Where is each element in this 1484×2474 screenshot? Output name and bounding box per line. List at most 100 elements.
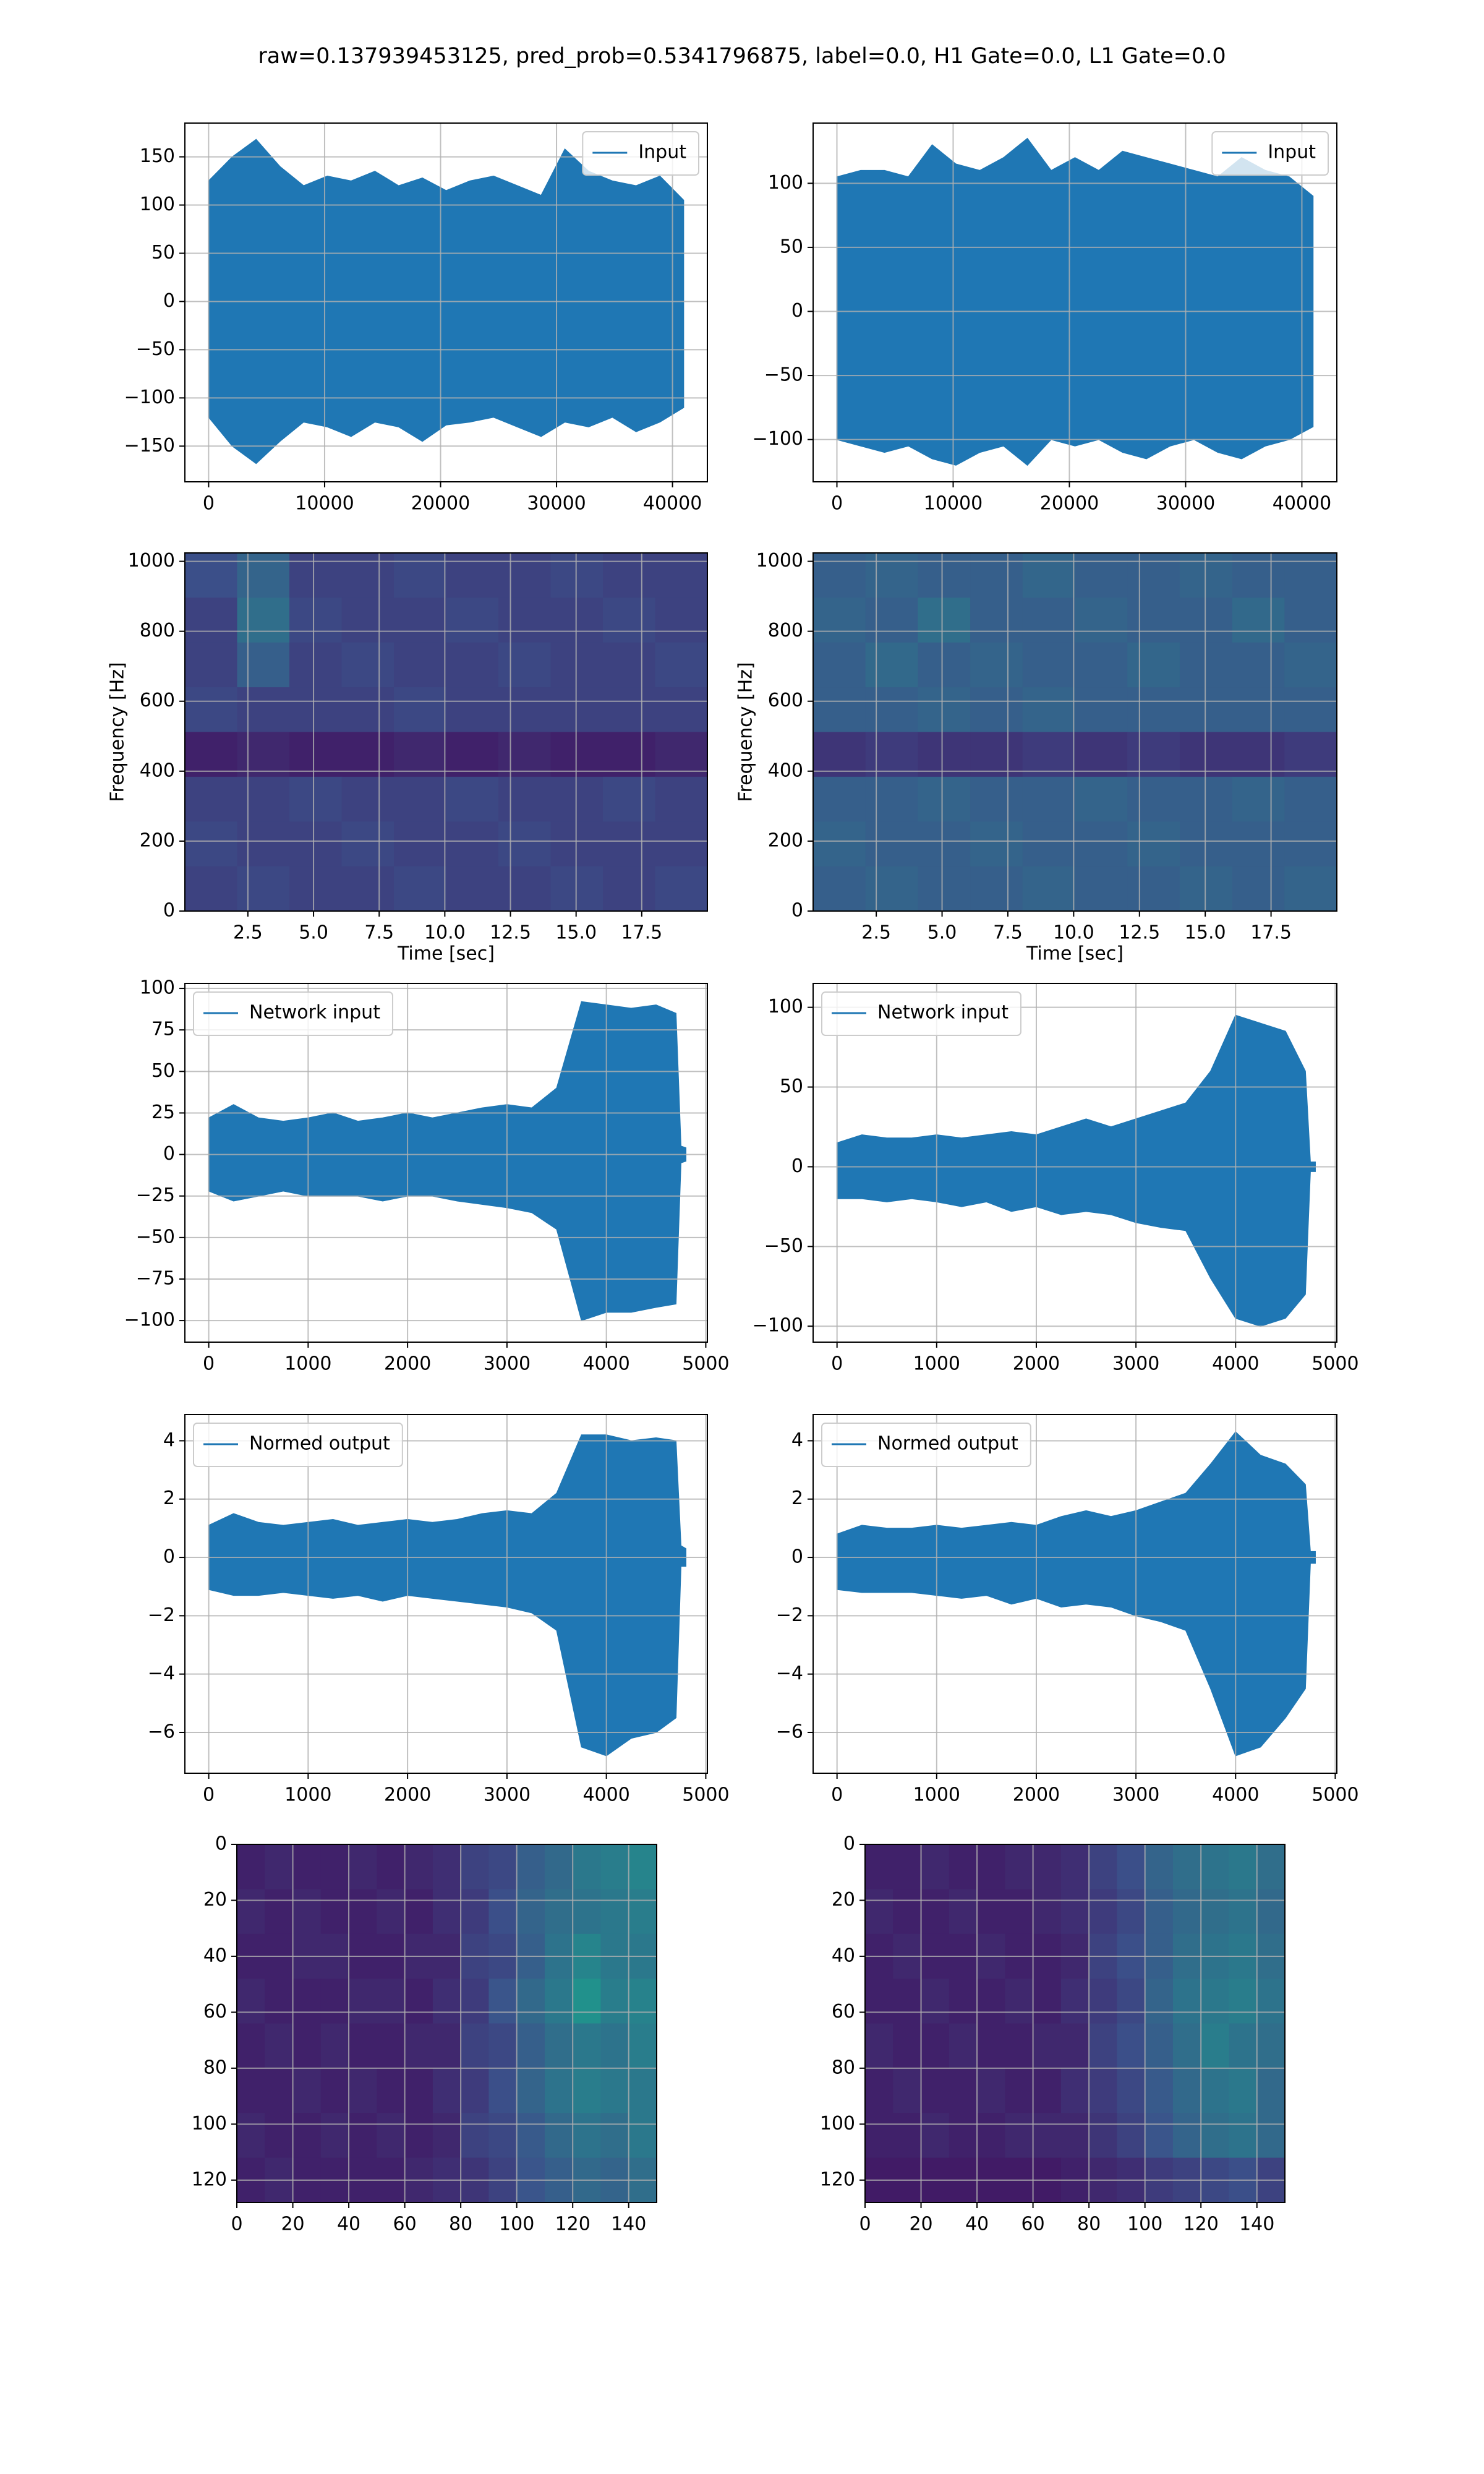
- heatmap-cell: [1127, 553, 1180, 598]
- heatmap-cell: [1060, 1889, 1090, 1935]
- heatmap-cell: [1172, 1844, 1201, 1890]
- heatmap-cell: [544, 2068, 573, 2113]
- heatmap-cell: [377, 2113, 406, 2159]
- heatmap-cell: [446, 597, 499, 643]
- heatmap-cell: [292, 1979, 322, 2024]
- heatmap-cell: [1284, 866, 1337, 912]
- y-tick-label: 80: [832, 2057, 855, 2078]
- heatmap-cell: [1005, 1844, 1034, 1890]
- heatmap-cell: [550, 776, 603, 822]
- heatmap-cell: [1145, 2023, 1174, 2069]
- heatmap-cell: [550, 866, 603, 912]
- x-tick-label: 0: [831, 1353, 843, 1375]
- heatmap-cell: [498, 821, 552, 867]
- heatmap-cell: [237, 2113, 265, 2159]
- heatmap-cell: [918, 821, 971, 867]
- y-tick-label: 2: [791, 1487, 803, 1509]
- axes-frame: [812, 552, 1337, 912]
- heatmap-cell: [655, 687, 708, 733]
- heatmap-cell: [949, 2023, 978, 2069]
- x-tick-label: 15.0: [555, 922, 597, 944]
- heatmap-cell: [893, 1844, 922, 1890]
- heatmap-cell: [1117, 1979, 1146, 2024]
- heatmap-cell: [1075, 776, 1128, 822]
- heatmap-cell: [1022, 866, 1076, 912]
- y-tick-label: −50: [136, 1226, 175, 1248]
- heatmap-cell: [1075, 866, 1128, 912]
- heatmap-cell: [432, 2068, 461, 2113]
- heatmap-cell: [394, 776, 447, 822]
- heatmap-cell: [446, 732, 499, 777]
- heatmap-cell: [1179, 642, 1233, 688]
- heatmap-cell: [655, 642, 708, 688]
- heatmap-cell: [289, 732, 343, 777]
- legend-box: [821, 1423, 1031, 1467]
- heatmap-cell: [550, 553, 603, 598]
- axes-frame: [184, 122, 708, 482]
- signal-band: [208, 1434, 687, 1757]
- x-tick-label: 30000: [527, 493, 586, 515]
- heatmap-cell: [949, 1889, 978, 1935]
- heatmap-cell: [865, 597, 918, 643]
- heatmap-cell: [404, 2068, 433, 2113]
- heatmap-cell: [573, 2113, 602, 2159]
- y-tick-label: 100: [768, 996, 803, 1017]
- y-tick-label: 100: [768, 172, 803, 194]
- x-tick-label: 80: [449, 2214, 472, 2235]
- y-tick-label: 0: [791, 1546, 803, 1568]
- legend-label: Network input: [877, 1002, 1009, 1024]
- heatmap-cell: [432, 2023, 461, 2069]
- heatmap-cell: [865, 2023, 893, 2069]
- heatmap-cell: [446, 553, 499, 598]
- heatmap-cell: [1022, 687, 1076, 733]
- x-tick-label: 7.5: [364, 922, 394, 944]
- heatmap-cell: [550, 732, 603, 777]
- heatmap-cell: [865, 821, 918, 867]
- y-tick-label: 60: [832, 2001, 855, 2022]
- heatmap-cell: [921, 1889, 950, 1935]
- heatmap-cell: [1232, 597, 1285, 643]
- heatmap-cell: [655, 821, 708, 867]
- heatmap-cell: [600, 2068, 629, 2113]
- x-tick-label: 12.5: [1119, 922, 1160, 944]
- heatmap-cell: [516, 1844, 545, 1890]
- x-tick-label: 0: [831, 1784, 843, 1806]
- y-tick-label: 100: [192, 2113, 227, 2134]
- x-tick-label: 2.5: [861, 922, 891, 944]
- heatmap-cell: [446, 866, 499, 912]
- heatmap-cell: [446, 687, 499, 733]
- heatmap-cell: [573, 2023, 602, 2069]
- x-tick-label: 15.0: [1185, 922, 1226, 944]
- x-tick-label: 40: [965, 2214, 989, 2235]
- heatmap-cell: [289, 597, 343, 643]
- heatmap-cell: [1232, 732, 1285, 777]
- heatmap-cell: [1127, 776, 1180, 822]
- heatmap-cell: [1033, 1979, 1062, 2024]
- y-tick-label: 100: [820, 2113, 855, 2134]
- heatmap-cell: [1060, 1979, 1090, 2024]
- heatmap-cell: [1179, 866, 1233, 912]
- x-tick-label: 1000: [284, 1784, 331, 1806]
- subplot: 2.5 5.0 7.5 10.0 12.5 15.0 17.5 0 200 400 600 800 10…: [107, 550, 708, 965]
- heatmap-cell: [977, 1844, 1005, 1890]
- heatmap-cell: [1127, 866, 1180, 912]
- heatmap-cell: [237, 866, 290, 912]
- legend-label: Normed output: [877, 1433, 1018, 1455]
- y-tick-label: 600: [768, 690, 803, 711]
- heatmap-cell: [1172, 1889, 1201, 1935]
- heatmap-cell: [1005, 1979, 1034, 2024]
- heatmap-cell: [432, 1844, 461, 1890]
- heatmap-cell: [921, 2068, 950, 2113]
- heatmap-cell: [289, 553, 343, 598]
- heatmap-cell: [237, 732, 290, 777]
- x-tick-label: 0: [859, 2214, 871, 2235]
- heatmap-cell: [573, 2068, 602, 2113]
- heatmap-cell: [1284, 776, 1337, 822]
- heatmap-cell: [1089, 1844, 1117, 1890]
- heatmap-cell: [918, 866, 971, 912]
- heatmap-cell: [949, 2113, 978, 2159]
- y-tick-label: 400: [768, 760, 803, 781]
- heatmap-cell: [1179, 597, 1233, 643]
- heatmap-cell: [341, 732, 394, 777]
- heatmap-cell: [1075, 553, 1128, 598]
